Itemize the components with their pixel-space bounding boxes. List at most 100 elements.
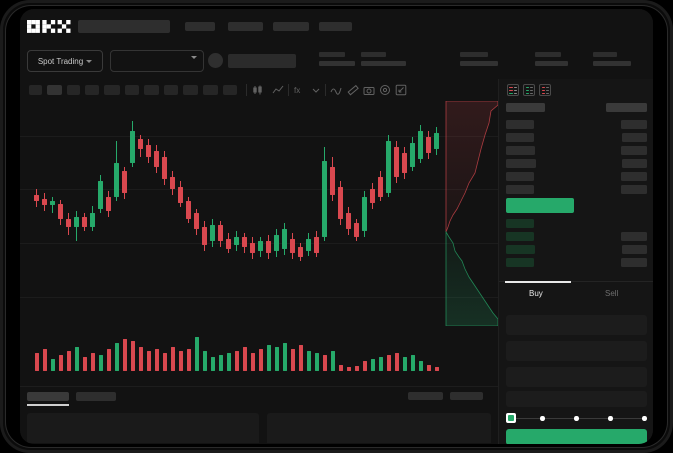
slider-stop-2[interactable]: [574, 416, 579, 421]
timeframe-10[interactable]: [203, 85, 218, 95]
stat-high: [361, 52, 406, 66]
bottom-tab-open-orders[interactable]: [27, 392, 69, 401]
ruler-icon[interactable]: [347, 84, 359, 96]
volume-series: [20, 319, 498, 371]
volume-bar: [330, 351, 335, 371]
timeframe-4[interactable]: [85, 85, 99, 95]
chart-type-line-icon[interactable]: [272, 84, 284, 96]
bottom-tab-positions[interactable]: [76, 392, 116, 401]
stat-low-label: [460, 52, 488, 57]
market-type-selector[interactable]: Spot Trading: [27, 50, 103, 72]
volume-bar: [354, 366, 359, 371]
search-input[interactable]: [78, 20, 170, 33]
volume-bar: [154, 349, 159, 371]
fullscreen-icon[interactable]: [395, 84, 407, 96]
chart-type-candles-icon[interactable]: [252, 84, 264, 96]
trading-pair-selector[interactable]: [110, 50, 204, 72]
timeframe-6[interactable]: [125, 85, 139, 95]
candlestick: [250, 101, 255, 316]
orderbook-bid-row-amount: [622, 245, 647, 254]
order-amount-slider[interactable]: [506, 413, 647, 423]
snapshot-icon[interactable]: [363, 84, 375, 96]
timeframe-5[interactable]: [104, 85, 120, 95]
candlestick: [386, 101, 391, 316]
orderbook-bid-row[interactable]: [506, 219, 534, 228]
timeframe-9[interactable]: [183, 85, 198, 95]
stat-high-label: [361, 52, 386, 57]
candlestick: [242, 101, 247, 316]
order-field-price[interactable]: [506, 315, 647, 335]
orderbook-ask-row[interactable]: [506, 120, 534, 129]
candlestick: [434, 101, 439, 316]
volume-bar: [194, 337, 199, 371]
candlestick: [114, 101, 119, 316]
timeframe-7[interactable]: [144, 85, 159, 95]
nav-item-4[interactable]: [319, 22, 352, 31]
candlestick: [354, 101, 359, 316]
orderbook-ask-row[interactable]: [506, 185, 534, 194]
okx-logo[interactable]: [27, 20, 71, 33]
slider-track: [510, 417, 647, 419]
candlestick: [330, 101, 335, 316]
order-field-amount[interactable]: [506, 341, 647, 361]
timeframe-2[interactable]: [47, 85, 62, 95]
timeframe-11[interactable]: [223, 85, 237, 95]
nav-item-1[interactable]: [185, 22, 215, 31]
drawing-line-icon[interactable]: [330, 84, 342, 96]
price-chart-area[interactable]: [20, 101, 498, 386]
orderbook-ask-row[interactable]: [506, 172, 534, 181]
slider-handle[interactable]: [506, 413, 516, 423]
nav-item-2[interactable]: [228, 22, 263, 31]
volume-bar: [42, 349, 47, 371]
orderbook-bid-row[interactable]: [506, 232, 534, 241]
order-field-extra[interactable]: [506, 391, 647, 407]
candlestick: [258, 101, 263, 316]
candlestick: [378, 101, 383, 316]
stat-low-value: [460, 61, 498, 66]
order-tab-sell[interactable]: Sell: [605, 289, 619, 298]
candlestick: [138, 101, 143, 316]
orderbook-view-bids-icon[interactable]: [523, 84, 535, 96]
timeframe-8[interactable]: [164, 85, 178, 95]
orderbook-and-order-panel: Buy Sell: [498, 79, 653, 444]
slider-stop-3[interactable]: [608, 416, 613, 421]
order-submit-buy-button[interactable]: [506, 429, 647, 444]
candlestick: [42, 101, 47, 316]
candlestick: [58, 101, 63, 316]
volume-bar: [162, 353, 167, 371]
orderbook-view-asks-icon[interactable]: [539, 84, 551, 96]
candlestick: [202, 101, 207, 316]
chart-toolbar: fx: [20, 79, 653, 102]
nav-item-3[interactable]: [273, 22, 309, 31]
orderbook-ask-row[interactable]: [506, 146, 535, 155]
orderbook-ask-row[interactable]: [506, 133, 534, 142]
volume-bar: [34, 353, 39, 371]
orderbook-ask-row[interactable]: [506, 159, 536, 168]
market-depth-chart: [445, 101, 498, 326]
chart-settings-icon[interactable]: [379, 84, 391, 96]
orderbook-bid-row[interactable]: [506, 245, 535, 254]
timeframe-3[interactable]: [67, 85, 80, 95]
orderbook-ask-row-amount: [621, 172, 647, 181]
volume-bar: [274, 347, 279, 371]
volume-bar: [290, 349, 295, 371]
bottom-action-1[interactable]: [408, 392, 443, 400]
slider-stop-1[interactable]: [540, 416, 545, 421]
volume-bar: [298, 345, 303, 371]
orderbook-view-both-icon[interactable]: [507, 84, 519, 96]
dropdown-caret-icon[interactable]: [310, 84, 322, 96]
stat-change-value: [319, 61, 355, 66]
order-tab-buy[interactable]: Buy: [529, 289, 543, 298]
volume-bar: [202, 351, 207, 371]
last-price-value: [228, 54, 296, 68]
indicators-icon[interactable]: fx: [293, 84, 305, 96]
app-screen: Spot Trading: [20, 9, 653, 444]
toolbar-divider: [288, 84, 289, 96]
bottom-action-2[interactable]: [450, 392, 483, 400]
timeframe-1[interactable]: [29, 85, 42, 95]
slider-stop-4[interactable]: [642, 416, 647, 421]
orderbook-bid-row[interactable]: [506, 258, 534, 267]
volume-bar: [90, 353, 95, 371]
order-field-total[interactable]: [506, 367, 647, 387]
